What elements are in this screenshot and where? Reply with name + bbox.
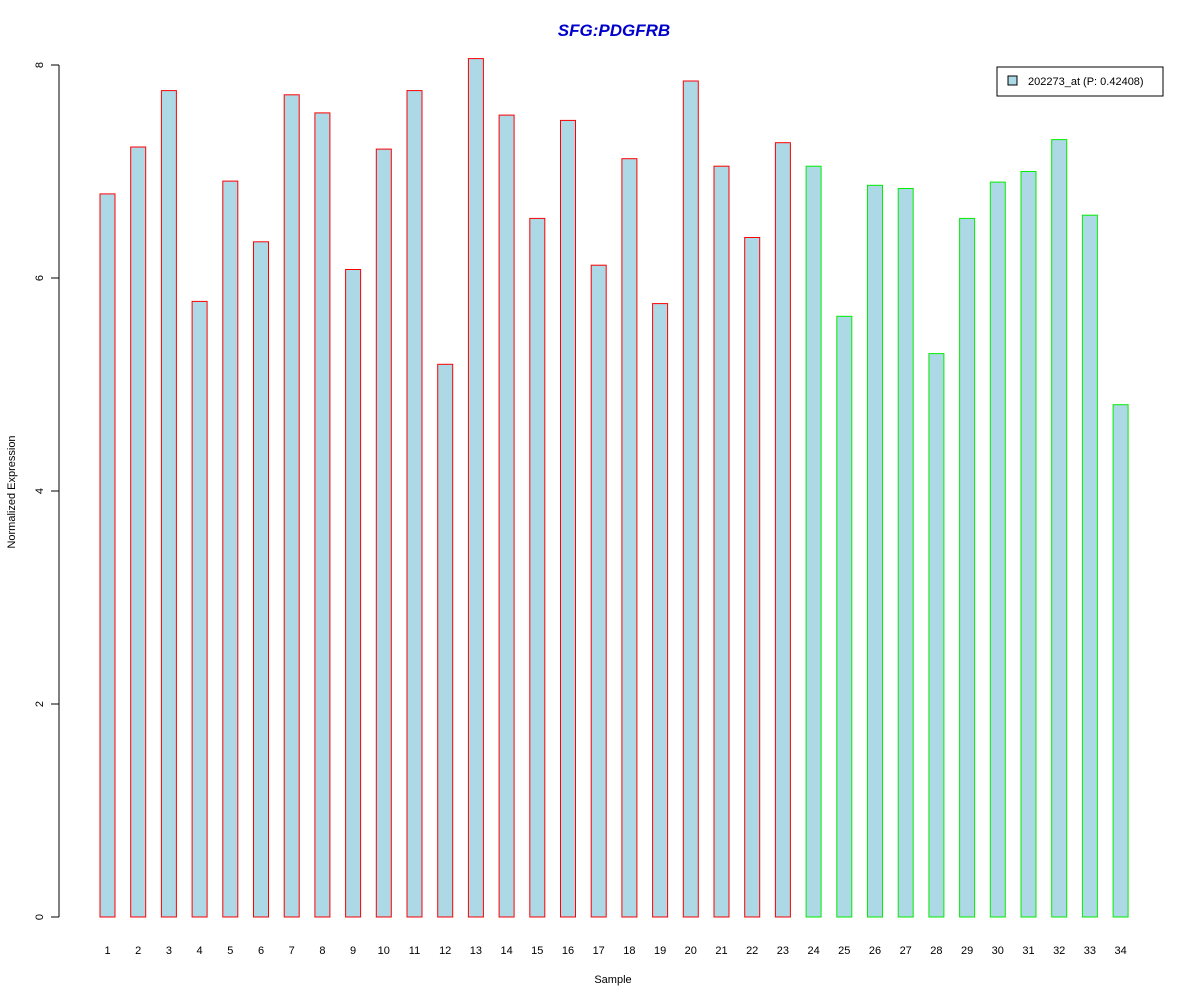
chart-title: SFG:PDGFRB bbox=[558, 21, 670, 40]
bar-sample-20 bbox=[682, 80, 699, 918]
legend-swatch bbox=[1007, 75, 1018, 86]
x-tick-label: 32 bbox=[1053, 945, 1065, 957]
bar-sample-9 bbox=[345, 269, 362, 918]
bar-sample-29 bbox=[959, 217, 976, 918]
bars-group bbox=[99, 58, 1129, 918]
legend-label: 202273_at (P: 0.42408) bbox=[1028, 76, 1144, 88]
bar-sample-2 bbox=[130, 146, 147, 918]
legend-box bbox=[996, 66, 1164, 97]
bar-sample-1 bbox=[99, 193, 116, 918]
y-axis: 0 2 4 6 8 bbox=[34, 62, 60, 920]
bar-sample-7 bbox=[283, 94, 300, 918]
bar-sample-31 bbox=[1020, 171, 1037, 918]
x-tick-label: 9 bbox=[350, 945, 356, 957]
x-tick-label: 19 bbox=[654, 945, 666, 957]
x-tick-label: 6 bbox=[258, 945, 264, 957]
y-axis-label: Normalized Expression bbox=[6, 435, 18, 548]
x-tick-label: 23 bbox=[777, 945, 789, 957]
x-tick-label: 14 bbox=[500, 945, 512, 957]
y-tick-label: 8 bbox=[34, 62, 46, 68]
bar-sample-25 bbox=[836, 315, 853, 918]
x-tick-label: 34 bbox=[1114, 945, 1126, 957]
bar-sample-6 bbox=[253, 241, 269, 918]
x-tick-label: 5 bbox=[227, 945, 233, 957]
x-tick-label: 13 bbox=[470, 945, 482, 957]
x-tick-label: 28 bbox=[930, 945, 942, 957]
bar-sample-14 bbox=[498, 114, 515, 918]
bar-sample-22 bbox=[744, 237, 761, 918]
x-tick-label: 12 bbox=[439, 945, 451, 957]
x-tick-label: 3 bbox=[166, 945, 172, 957]
x-tick-label: 8 bbox=[319, 945, 325, 957]
x-tick-labels: 1 2 3 4 5 6 7 8 9 10 11 12 13 14 15 16 17 18 19 20 21 22 23 24 2… bbox=[104, 945, 1126, 957]
x-tick-label: 1 bbox=[104, 945, 110, 957]
bar-sample-26 bbox=[867, 184, 883, 918]
y-tick-label: 0 bbox=[34, 914, 46, 920]
bar-sample-4 bbox=[191, 300, 208, 918]
x-axis-label: Sample bbox=[594, 974, 631, 986]
x-tick-label: 31 bbox=[1022, 945, 1034, 957]
bar-sample-32 bbox=[1051, 139, 1068, 918]
bar-sample-28 bbox=[928, 353, 945, 918]
x-tick-label: 30 bbox=[992, 945, 1004, 957]
x-tick-label: 33 bbox=[1084, 945, 1096, 957]
bar-sample-12 bbox=[437, 363, 454, 918]
x-tick-label: 26 bbox=[869, 945, 881, 957]
bar-sample-3 bbox=[160, 90, 177, 918]
bar-sample-11 bbox=[406, 90, 423, 918]
x-tick-label: 7 bbox=[289, 945, 295, 957]
y-tick-label: 4 bbox=[34, 488, 46, 494]
bar-sample-23 bbox=[774, 142, 791, 918]
x-tick-label: 27 bbox=[900, 945, 912, 957]
x-tick-label: 21 bbox=[715, 945, 727, 957]
bar-sample-27 bbox=[897, 188, 914, 918]
bar-sample-24 bbox=[805, 165, 822, 918]
bar-sample-10 bbox=[375, 148, 392, 918]
x-tick-label: 29 bbox=[961, 945, 973, 957]
bar-sample-8 bbox=[314, 112, 331, 918]
bar-sample-19 bbox=[652, 303, 669, 918]
bar-sample-30 bbox=[989, 181, 1006, 918]
x-tick-label: 2 bbox=[135, 945, 141, 957]
y-tick-label: 6 bbox=[34, 275, 46, 281]
bar-sample-15 bbox=[529, 217, 546, 918]
y-tick-label: 2 bbox=[34, 701, 46, 707]
x-tick-label: 16 bbox=[562, 945, 574, 957]
x-tick-label: 24 bbox=[807, 945, 819, 957]
x-tick-label: 20 bbox=[685, 945, 697, 957]
bar-sample-33 bbox=[1081, 214, 1098, 918]
legend: 202273_at (P: 0.42408) bbox=[996, 66, 1164, 97]
x-tick-label: 17 bbox=[593, 945, 605, 957]
bar-sample-5 bbox=[222, 180, 239, 918]
x-tick-label: 25 bbox=[838, 945, 850, 957]
x-tick-label: 10 bbox=[378, 945, 390, 957]
bar-sample-21 bbox=[713, 165, 730, 918]
x-tick-label: 15 bbox=[531, 945, 543, 957]
x-tick-label: 11 bbox=[409, 945, 420, 957]
x-tick-label: 18 bbox=[623, 945, 635, 957]
bar-sample-34 bbox=[1112, 404, 1129, 918]
x-tick-label: 22 bbox=[746, 945, 758, 957]
bar-sample-16 bbox=[560, 119, 576, 918]
bar-sample-13 bbox=[467, 58, 484, 918]
x-tick-label: 4 bbox=[197, 945, 203, 957]
bar-sample-17 bbox=[590, 264, 607, 918]
bar-sample-18 bbox=[621, 158, 638, 918]
